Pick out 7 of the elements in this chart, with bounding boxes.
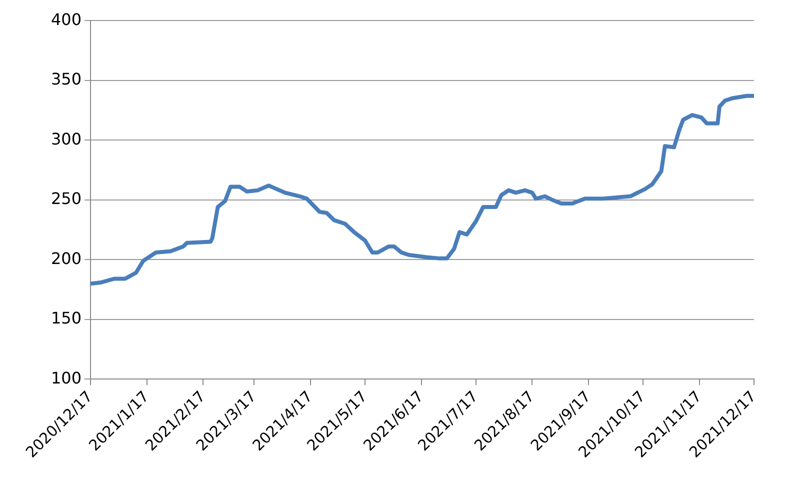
y-tick-label: 100 [50, 368, 82, 388]
y-tick-label: 200 [50, 248, 82, 268]
y-tick-label: 150 [50, 308, 82, 328]
y-tick-label: 400 [50, 10, 82, 29]
y-tick-label: 350 [50, 70, 82, 89]
y-tick-label: 250 [50, 189, 82, 208]
y-tick-label: 300 [50, 129, 82, 148]
